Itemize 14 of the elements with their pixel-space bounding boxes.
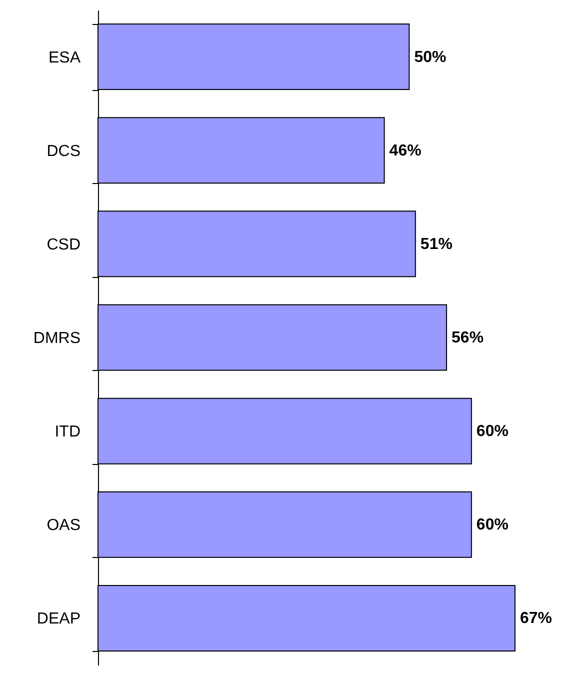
y-tick-label: DMRS <box>33 330 80 347</box>
y-tick-label: CSD <box>46 236 80 254</box>
data-label: 46% <box>389 142 422 160</box>
y-tick-label: DCS <box>46 142 80 160</box>
data-label: 56% <box>452 330 484 346</box>
data-label: 60% <box>476 423 508 440</box>
y-tick-label: ESA <box>48 49 81 66</box>
data-label: 51% <box>420 236 452 253</box>
data-label: 67% <box>520 610 552 628</box>
y-tick-label: ITD <box>54 424 80 441</box>
y-tick-label: DEAP <box>36 610 80 628</box>
y-tick-label: OAS <box>46 517 80 534</box>
data-label: 60% <box>476 516 508 534</box>
data-label: 50% <box>414 48 446 66</box>
